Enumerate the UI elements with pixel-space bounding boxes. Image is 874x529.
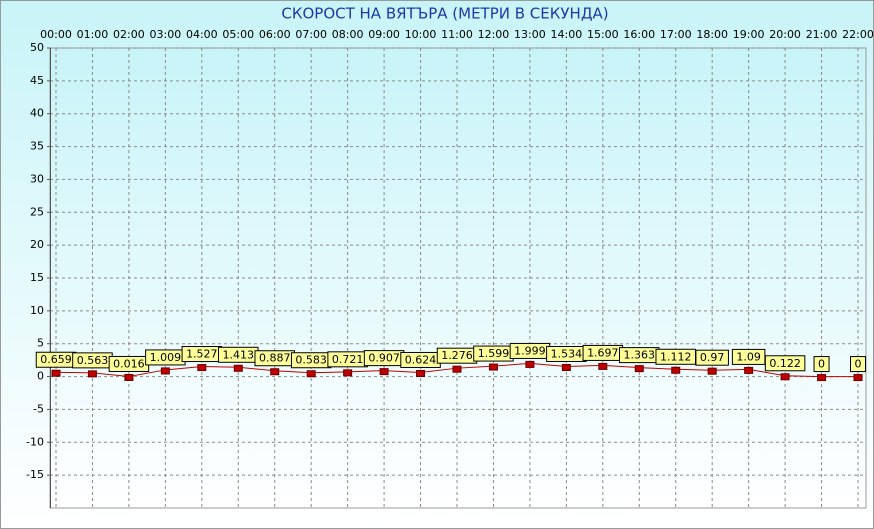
y-tick-label: 0 (37, 370, 44, 383)
y-tick-label: 45 (30, 74, 44, 87)
value-label: 1.697 (587, 346, 619, 359)
y-tick-label: -10 (26, 435, 44, 448)
value-label: 0.016 (113, 357, 145, 370)
marker (525, 360, 535, 368)
value-label: 0 (818, 358, 825, 371)
x-tick-label: 09:00 (368, 28, 400, 41)
value-label: 0.887 (259, 352, 291, 365)
x-tick-label: 03:00 (150, 28, 182, 41)
marker (598, 362, 608, 370)
value-label: 0.659 (40, 353, 72, 366)
x-tick-label: 02:00 (113, 28, 145, 41)
marker (270, 368, 280, 376)
x-tick-label: 06:00 (259, 28, 291, 41)
x-tick-label: 21:00 (806, 28, 838, 41)
marker (306, 370, 316, 378)
x-tick-label: 19:00 (733, 28, 765, 41)
marker (197, 364, 207, 372)
y-tick-label: 10 (30, 304, 44, 317)
marker (452, 365, 462, 373)
y-tick-label: 30 (30, 172, 44, 185)
marker (160, 367, 170, 375)
y-tick-label: -15 (26, 468, 44, 481)
y-tick-label: 5 (37, 337, 44, 350)
y-tick-label: 50 (30, 41, 44, 54)
x-tick-label: 11:00 (441, 28, 473, 41)
x-tick-label: 10:00 (405, 28, 437, 41)
marker (233, 364, 243, 372)
marker (416, 369, 426, 377)
marker (488, 363, 498, 371)
marker (671, 366, 681, 374)
marker (87, 370, 97, 378)
y-tick-label: 40 (30, 107, 44, 120)
value-label: 1.534 (551, 347, 583, 360)
x-tick-label: 08:00 (332, 28, 364, 41)
value-label: 1.276 (441, 349, 473, 362)
value-label: 1.112 (660, 350, 692, 363)
value-label: 0.907 (368, 352, 400, 365)
marker (853, 374, 863, 382)
value-label: 1.999 (514, 344, 546, 357)
value-label: 1.413 (223, 348, 255, 361)
y-tick-label: 15 (30, 271, 44, 284)
value-label-box (813, 356, 830, 373)
x-tick-label: 22:00 (842, 28, 874, 41)
marker (817, 374, 827, 382)
marker (124, 373, 134, 381)
value-label-box (850, 356, 866, 373)
y-tick-label: 20 (30, 238, 44, 251)
marker (51, 369, 61, 377)
value-label: 0.122 (769, 357, 801, 370)
y-tick-label: 35 (30, 140, 44, 153)
value-label: 0 (855, 358, 862, 371)
x-tick-label: 05:00 (222, 28, 254, 41)
marker (780, 373, 790, 381)
value-label: 1.363 (624, 349, 656, 362)
value-label: 1.009 (150, 351, 182, 364)
marker (561, 363, 571, 371)
y-tick-label: 25 (30, 205, 44, 218)
chart-title: СКОРОСТ НА ВЯТЪРА (МЕТРИ В СЕКУНДА) (281, 5, 608, 23)
value-label-box (764, 355, 806, 372)
x-tick-label: 16:00 (623, 28, 655, 41)
value-label: 0.721 (332, 353, 364, 366)
x-tick-label: 04:00 (186, 28, 218, 41)
x-tick-label: 17:00 (660, 28, 692, 41)
x-tick-label: 01:00 (77, 28, 109, 41)
x-tick-label: 00:00 (40, 28, 72, 41)
value-label: 1.599 (478, 347, 510, 360)
marker (707, 367, 717, 375)
value-label: 0.583 (295, 354, 327, 367)
value-label: 0.563 (77, 354, 109, 367)
x-tick-label: 12:00 (478, 28, 510, 41)
x-tick-label: 07:00 (295, 28, 327, 41)
marker (343, 369, 353, 377)
x-tick-label: 14:00 (551, 28, 583, 41)
marker (744, 366, 754, 374)
y-tick-label: -5 (33, 402, 44, 415)
value-label: 0.624 (405, 353, 437, 366)
x-tick-label: 13:00 (514, 28, 546, 41)
x-tick-label: 15:00 (587, 28, 619, 41)
value-label: 0.97 (700, 351, 725, 364)
value-label-box (695, 349, 729, 366)
value-label: 1.527 (186, 348, 218, 361)
x-tick-label: 18:00 (696, 28, 728, 41)
value-label: 1.09 (736, 350, 761, 363)
x-tick-label: 20:00 (769, 28, 801, 41)
marker (634, 365, 644, 373)
marker (379, 368, 389, 376)
